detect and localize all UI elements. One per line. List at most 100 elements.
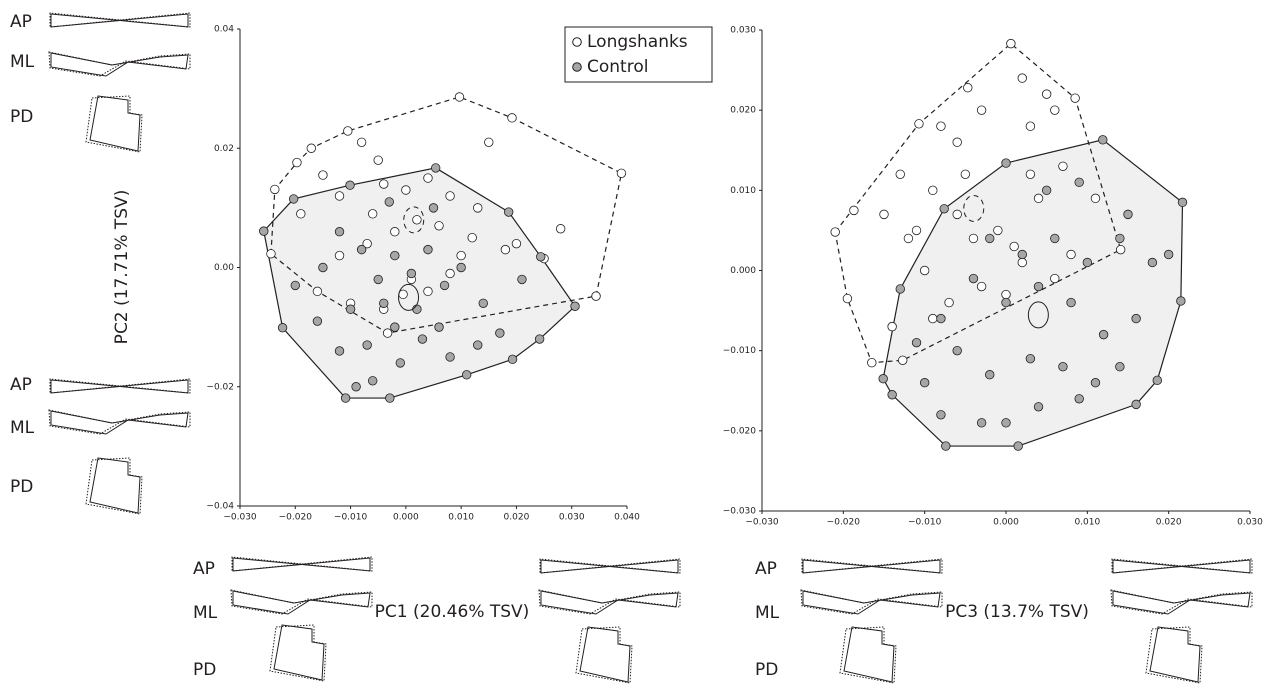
convex-hull (264, 168, 575, 398)
x-tick-label: −0.010 (908, 518, 942, 528)
point (424, 174, 433, 183)
point (1018, 258, 1027, 267)
point (346, 305, 355, 314)
point (374, 156, 383, 165)
x-axis-label: PC3 (13.7% TSV) (945, 602, 1089, 622)
point (920, 266, 929, 275)
point (508, 355, 517, 364)
point (1002, 298, 1011, 307)
point (1034, 194, 1043, 203)
point (1132, 314, 1141, 323)
shape (50, 379, 190, 393)
point (977, 419, 986, 428)
y-tick-label: 0.00 (214, 263, 234, 273)
point (440, 281, 449, 290)
point (1153, 376, 1162, 385)
y-axis-label: PC2 (17.71% TSV) (112, 190, 132, 345)
point (413, 216, 422, 225)
point (592, 292, 601, 301)
point (368, 210, 377, 219)
point (335, 347, 344, 356)
y-tick-label: −0.010 (723, 346, 757, 356)
point (961, 170, 970, 179)
point (346, 181, 355, 190)
point (391, 251, 400, 260)
y-tick-label: 0.010 (730, 186, 756, 196)
point (896, 285, 905, 294)
point (969, 274, 978, 283)
point (291, 281, 300, 290)
point (536, 252, 545, 261)
point (1116, 245, 1125, 254)
point (435, 323, 444, 332)
point (1116, 234, 1125, 243)
point (1014, 442, 1023, 451)
point (341, 394, 350, 403)
point (977, 106, 986, 115)
x-tick-label: 0.040 (614, 513, 640, 523)
point (307, 144, 316, 153)
point (368, 376, 377, 385)
point (512, 239, 521, 248)
shape (86, 96, 142, 152)
point (896, 170, 905, 179)
shape (540, 559, 680, 573)
point (468, 233, 477, 242)
x-tick-label: −0.020 (279, 513, 313, 523)
point (977, 282, 986, 291)
point (391, 227, 400, 236)
shape (1146, 627, 1202, 683)
x-tick-label: 0.020 (1156, 518, 1182, 528)
point (1002, 419, 1011, 428)
shape-label: ML (10, 418, 35, 438)
y-tick-label: −0.030 (723, 507, 757, 517)
shape (802, 559, 942, 573)
point (363, 341, 372, 350)
point (335, 227, 344, 236)
point (963, 83, 972, 92)
point (484, 138, 493, 147)
shape (1111, 590, 1252, 614)
shape (840, 627, 896, 683)
point (344, 127, 353, 136)
shape-label: AP (193, 559, 215, 579)
x-tick-label: −0.030 (745, 518, 779, 528)
shape-label: PD (10, 107, 33, 127)
point (496, 329, 505, 338)
point (1124, 210, 1133, 219)
y-tick-label: 0.02 (214, 144, 234, 154)
x-axis-label: PC1 (20.46% TSV) (375, 602, 530, 622)
y-tick-label: −0.04 (206, 502, 234, 512)
y-tick-label: 0.020 (730, 106, 756, 116)
shape-label: PD (10, 477, 33, 497)
point (940, 204, 949, 213)
point (278, 323, 287, 332)
point (1007, 39, 1016, 48)
shape (576, 627, 632, 683)
point (374, 275, 383, 284)
x-tick-label: −0.030 (223, 513, 257, 523)
legend-marker (573, 63, 582, 72)
point (418, 335, 427, 344)
point (1177, 297, 1186, 306)
point (1132, 400, 1141, 409)
point (912, 338, 921, 347)
point (396, 359, 405, 368)
shape-label: AP (10, 12, 32, 32)
point (424, 287, 433, 296)
point (473, 341, 482, 350)
point (518, 275, 527, 284)
point (985, 370, 994, 379)
point (1071, 94, 1080, 103)
point (1026, 354, 1035, 363)
point (1067, 298, 1076, 307)
shape-label: ML (10, 52, 35, 72)
point (1042, 90, 1051, 99)
shape (231, 590, 372, 614)
shape (86, 458, 142, 514)
point (1042, 186, 1051, 195)
point (446, 192, 455, 201)
shape (49, 410, 190, 434)
shape-label: ML (193, 603, 218, 623)
point (435, 221, 444, 230)
